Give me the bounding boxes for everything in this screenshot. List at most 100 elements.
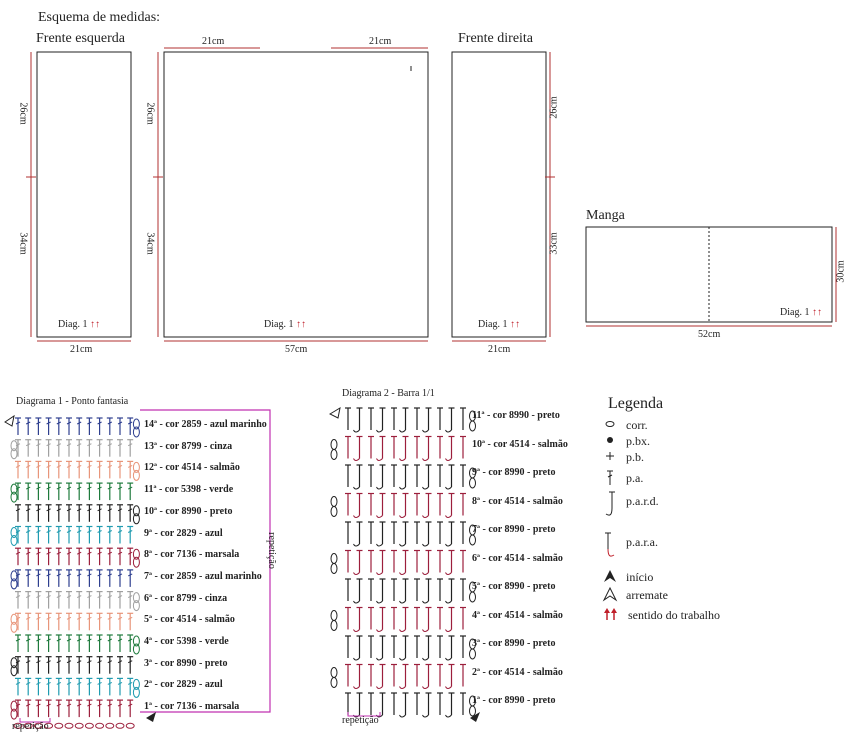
legend-label: p.a.r.d. (626, 494, 659, 508)
diagram2-row-label: 7ª - cor 8990 - preto (472, 524, 556, 535)
diagram1-repeat-side: repetição (265, 532, 277, 569)
diagram1-row (15, 634, 140, 655)
diagram2-row-label: 3ª - cor 8990 - preto (472, 638, 556, 649)
diagram2-row-label: 9ª - cor 8990 - preto (472, 467, 556, 478)
sleeve-diag: Diag. 1 ↑↑ (780, 307, 822, 318)
pa-icon (607, 470, 613, 485)
repeat-bracket (140, 409, 271, 713)
diagram2-row-label: 11ª - cor 8990 - preto (472, 410, 560, 421)
front-left-piece (36, 51, 132, 338)
pard-icon (605, 491, 615, 516)
back-width: 57cm (285, 344, 308, 355)
legend-label: sentido do trabalho (628, 608, 720, 622)
sleeve-title: Manga (586, 208, 625, 223)
chain-stitch (95, 722, 105, 729)
finish-arrow-icon (602, 586, 618, 602)
front-right-title: Frente direita (458, 31, 534, 46)
sleeve-height: 30cm (835, 260, 847, 283)
chain-stitch (44, 722, 54, 729)
diagram1-row (10, 699, 134, 720)
diagram1-row-label: 11ª - cor 5398 - verde (144, 484, 234, 496)
diagram1-row-label: 2ª - cor 2829 - azul (144, 679, 223, 691)
diagram2-row (345, 692, 476, 718)
plus-icon (606, 452, 614, 460)
diagram1-row-label: 9ª - cor 2829 - azul (144, 527, 223, 539)
oval-icon (605, 421, 615, 427)
diagram2-row (345, 578, 476, 604)
diagram1-row (10, 439, 134, 460)
repeat-bottom-bracket (347, 712, 381, 717)
diagram1-row (10, 525, 134, 546)
chain-stitch (33, 722, 43, 729)
sleeve-width: 52cm (698, 329, 721, 340)
diagram1-row (10, 612, 134, 633)
diagram2-row-label: 1ª - cor 8990 - preto (472, 695, 556, 706)
diagram1-repeat-bottom: repetição (12, 721, 49, 732)
back-top-right-width: 21cm (369, 36, 392, 47)
direction-arrows-icon (604, 608, 617, 620)
diagram1-row (15, 460, 140, 481)
legend-label: corr. (626, 418, 648, 432)
diagram1-row-label: 3ª - cor 8990 - preto (144, 657, 228, 669)
diagram2-row (345, 407, 476, 433)
front-right-width: 21cm (488, 344, 511, 355)
front-right-piece (451, 51, 547, 338)
diagram1-row (10, 569, 134, 590)
back-piece (163, 51, 429, 338)
diagram2-row (330, 492, 466, 518)
diagram1-row-label: 13ª - cor 8799 - cinza (144, 440, 233, 452)
diagram2-chart (328, 406, 480, 722)
diagram2-repeat-bottom: repetição (342, 715, 379, 726)
diagram2-row (345, 521, 476, 547)
diagram1-title: Diagrama 1 - Ponto fantasia (16, 396, 129, 407)
back-top-left-width: 21cm (202, 36, 225, 47)
direction-arrows-icon: ↑↑ (811, 307, 822, 318)
diagram2-row (330, 606, 466, 632)
diagram1-row-label: 1ª - cor 7136 - marsala (144, 701, 240, 713)
chain-stitch (74, 722, 84, 729)
direction-arrows-icon: ↑↑ (295, 319, 306, 330)
chain-stitch (13, 722, 23, 729)
diagram1-row-label: 10ª - cor 8990 - preto (144, 505, 233, 517)
front-left-diag: Diag. 1 ↑↑ (58, 319, 100, 330)
diagram2-row-label: 8ª - cor 4514 - salmão (472, 495, 563, 507)
diagram1-row (10, 656, 134, 677)
front-right-diag: Diag. 1 ↑↑ (478, 319, 520, 330)
back-diag: Diag. 1 ↑↑ (264, 319, 306, 330)
chain-stitch (84, 722, 94, 729)
finish-arrow-icon (328, 406, 341, 419)
legend-label: p.b. (626, 450, 644, 464)
filled-dot-icon (607, 437, 613, 443)
legend-label: início (626, 570, 654, 584)
start-arrow-icon (470, 712, 480, 722)
diagram1-row (15, 591, 140, 612)
diagram1-row-label: 7ª - cor 2859 - azul marinho (144, 570, 262, 582)
front-right-height-top: 26cm (548, 96, 560, 119)
diagram1-row (15, 417, 140, 438)
chain-stitch (105, 722, 115, 729)
diagram2-row (330, 549, 466, 575)
back-height-bottom: 34cm (144, 232, 156, 255)
legend-label: p.bx. (626, 434, 650, 448)
front-left-width: 21cm (70, 344, 93, 355)
chain-stitch (115, 722, 125, 729)
diagram1-row-label: 6ª - cor 8799 - cinza (144, 592, 228, 604)
legend-title: Legenda (608, 395, 664, 412)
diagram1-row (10, 482, 134, 503)
start-arrow-icon (604, 570, 616, 582)
legend-label: arremate (626, 588, 668, 602)
start-arrow-icon (146, 712, 156, 722)
front-right-height-bottom: 33cm (548, 232, 560, 255)
front-left-title: Frente esquerda (36, 31, 126, 46)
back-height-top: 26cm (144, 102, 156, 125)
chain-stitch (23, 722, 33, 729)
diagram2-row (330, 435, 466, 461)
diagram1-row (15, 504, 140, 525)
direction-arrows-icon: ↑↑ (509, 319, 520, 330)
page-title: Esquema de medidas: (38, 10, 161, 25)
repeat-bottom-bracket (19, 718, 51, 723)
diagram1-row-label: 12ª - cor 4514 - salmão (144, 462, 240, 474)
diagram1-row-label: 8ª - cor 7136 - marsala (144, 549, 240, 561)
legend-label: p.a.r.a. (626, 535, 658, 549)
